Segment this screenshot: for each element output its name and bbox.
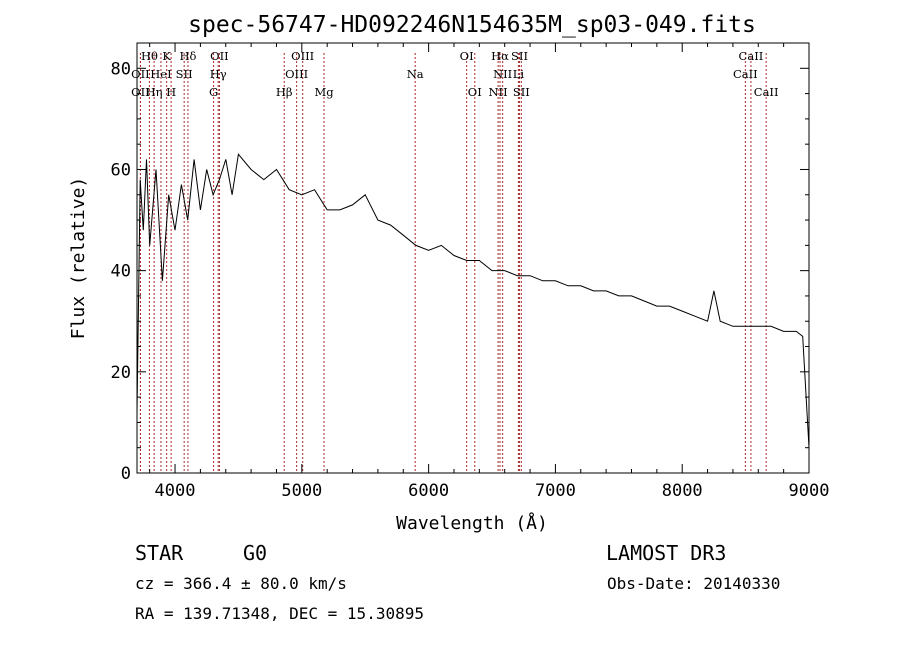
spectral-line-label: NII xyxy=(493,67,512,81)
spectral-line-label: H xyxy=(166,85,176,99)
spectral-line-label: Hθ xyxy=(141,49,158,63)
y-axis-ticks: 0 20 40 60 80 xyxy=(111,59,809,484)
x-tick-label: 4000 xyxy=(155,481,196,501)
plot-frame xyxy=(136,42,810,474)
y-tick-label: 80 xyxy=(111,59,131,79)
spectral-line-label: Hη xyxy=(146,85,163,99)
survey-name: LAMOST DR3 xyxy=(606,541,726,565)
chart-title: spec-56747-HD092246N154635M_sp03-049.fit… xyxy=(188,12,756,38)
spectral-line-label: G xyxy=(209,85,218,99)
y-tick-label: 20 xyxy=(111,363,131,383)
spectral-line-label: Hα xyxy=(491,49,509,63)
spectral-line-label: CaII xyxy=(733,67,758,81)
object-subclass: G0 xyxy=(243,541,267,565)
spectral-line-label: CaII xyxy=(754,85,779,99)
spectrum-line xyxy=(136,153,810,448)
object-class: STAR xyxy=(135,541,184,565)
spectral-line-label: Na xyxy=(407,67,424,81)
spectral-line-label: Hγ xyxy=(210,67,227,81)
redshift-text: cz = 366.4 ± 80.0 km/s xyxy=(135,574,347,593)
spectral-line-label: OI xyxy=(460,49,474,63)
y-axis-label: Flux (relative) xyxy=(68,177,89,340)
spectral-line-label: SII xyxy=(513,85,530,99)
spectral-line-label: SII xyxy=(511,49,528,63)
x-tick-label: 6000 xyxy=(408,481,449,501)
x-tick-label: 5000 xyxy=(281,481,322,501)
spectral-line-label: OII xyxy=(131,85,150,99)
spectral-line-label: Hβ xyxy=(276,85,293,99)
spectral-line-markers xyxy=(139,53,767,473)
coordinates-text: RA = 139.71348, DEC = 15.30895 xyxy=(135,604,424,623)
spectral-line-label: HeI xyxy=(150,67,171,81)
y-tick-label: 60 xyxy=(111,160,131,180)
spectral-line-label: NII xyxy=(489,85,508,99)
y-tick-label: 0 xyxy=(121,464,131,484)
spectral-line-label: OII xyxy=(131,67,150,81)
spectral-line-label: OIII xyxy=(291,49,314,63)
spectral-line-label: K xyxy=(162,49,171,63)
x-axis-ticks: 4000 5000 6000 7000 8000 9000 xyxy=(149,43,830,501)
spectral-line-label: OI xyxy=(468,85,482,99)
spectral-line-label: Hδ xyxy=(179,49,196,63)
obs-date-text: Obs-Date: 20140330 xyxy=(607,574,780,593)
x-axis-label: Wavelength (Å) xyxy=(396,512,548,534)
spectral-line-label: CaII xyxy=(739,49,764,63)
y-tick-label: 40 xyxy=(111,262,131,282)
spectral-line-label: Li xyxy=(513,67,525,81)
spectral-line-label: Mg xyxy=(314,85,334,99)
x-tick-label: 9000 xyxy=(789,481,830,501)
spectral-line-label: SII xyxy=(176,67,193,81)
x-tick-label: 7000 xyxy=(535,481,576,501)
spectral-line-label: OII xyxy=(210,49,229,63)
spectral-line-label: OIII xyxy=(285,67,308,81)
x-tick-label: 8000 xyxy=(662,481,703,501)
